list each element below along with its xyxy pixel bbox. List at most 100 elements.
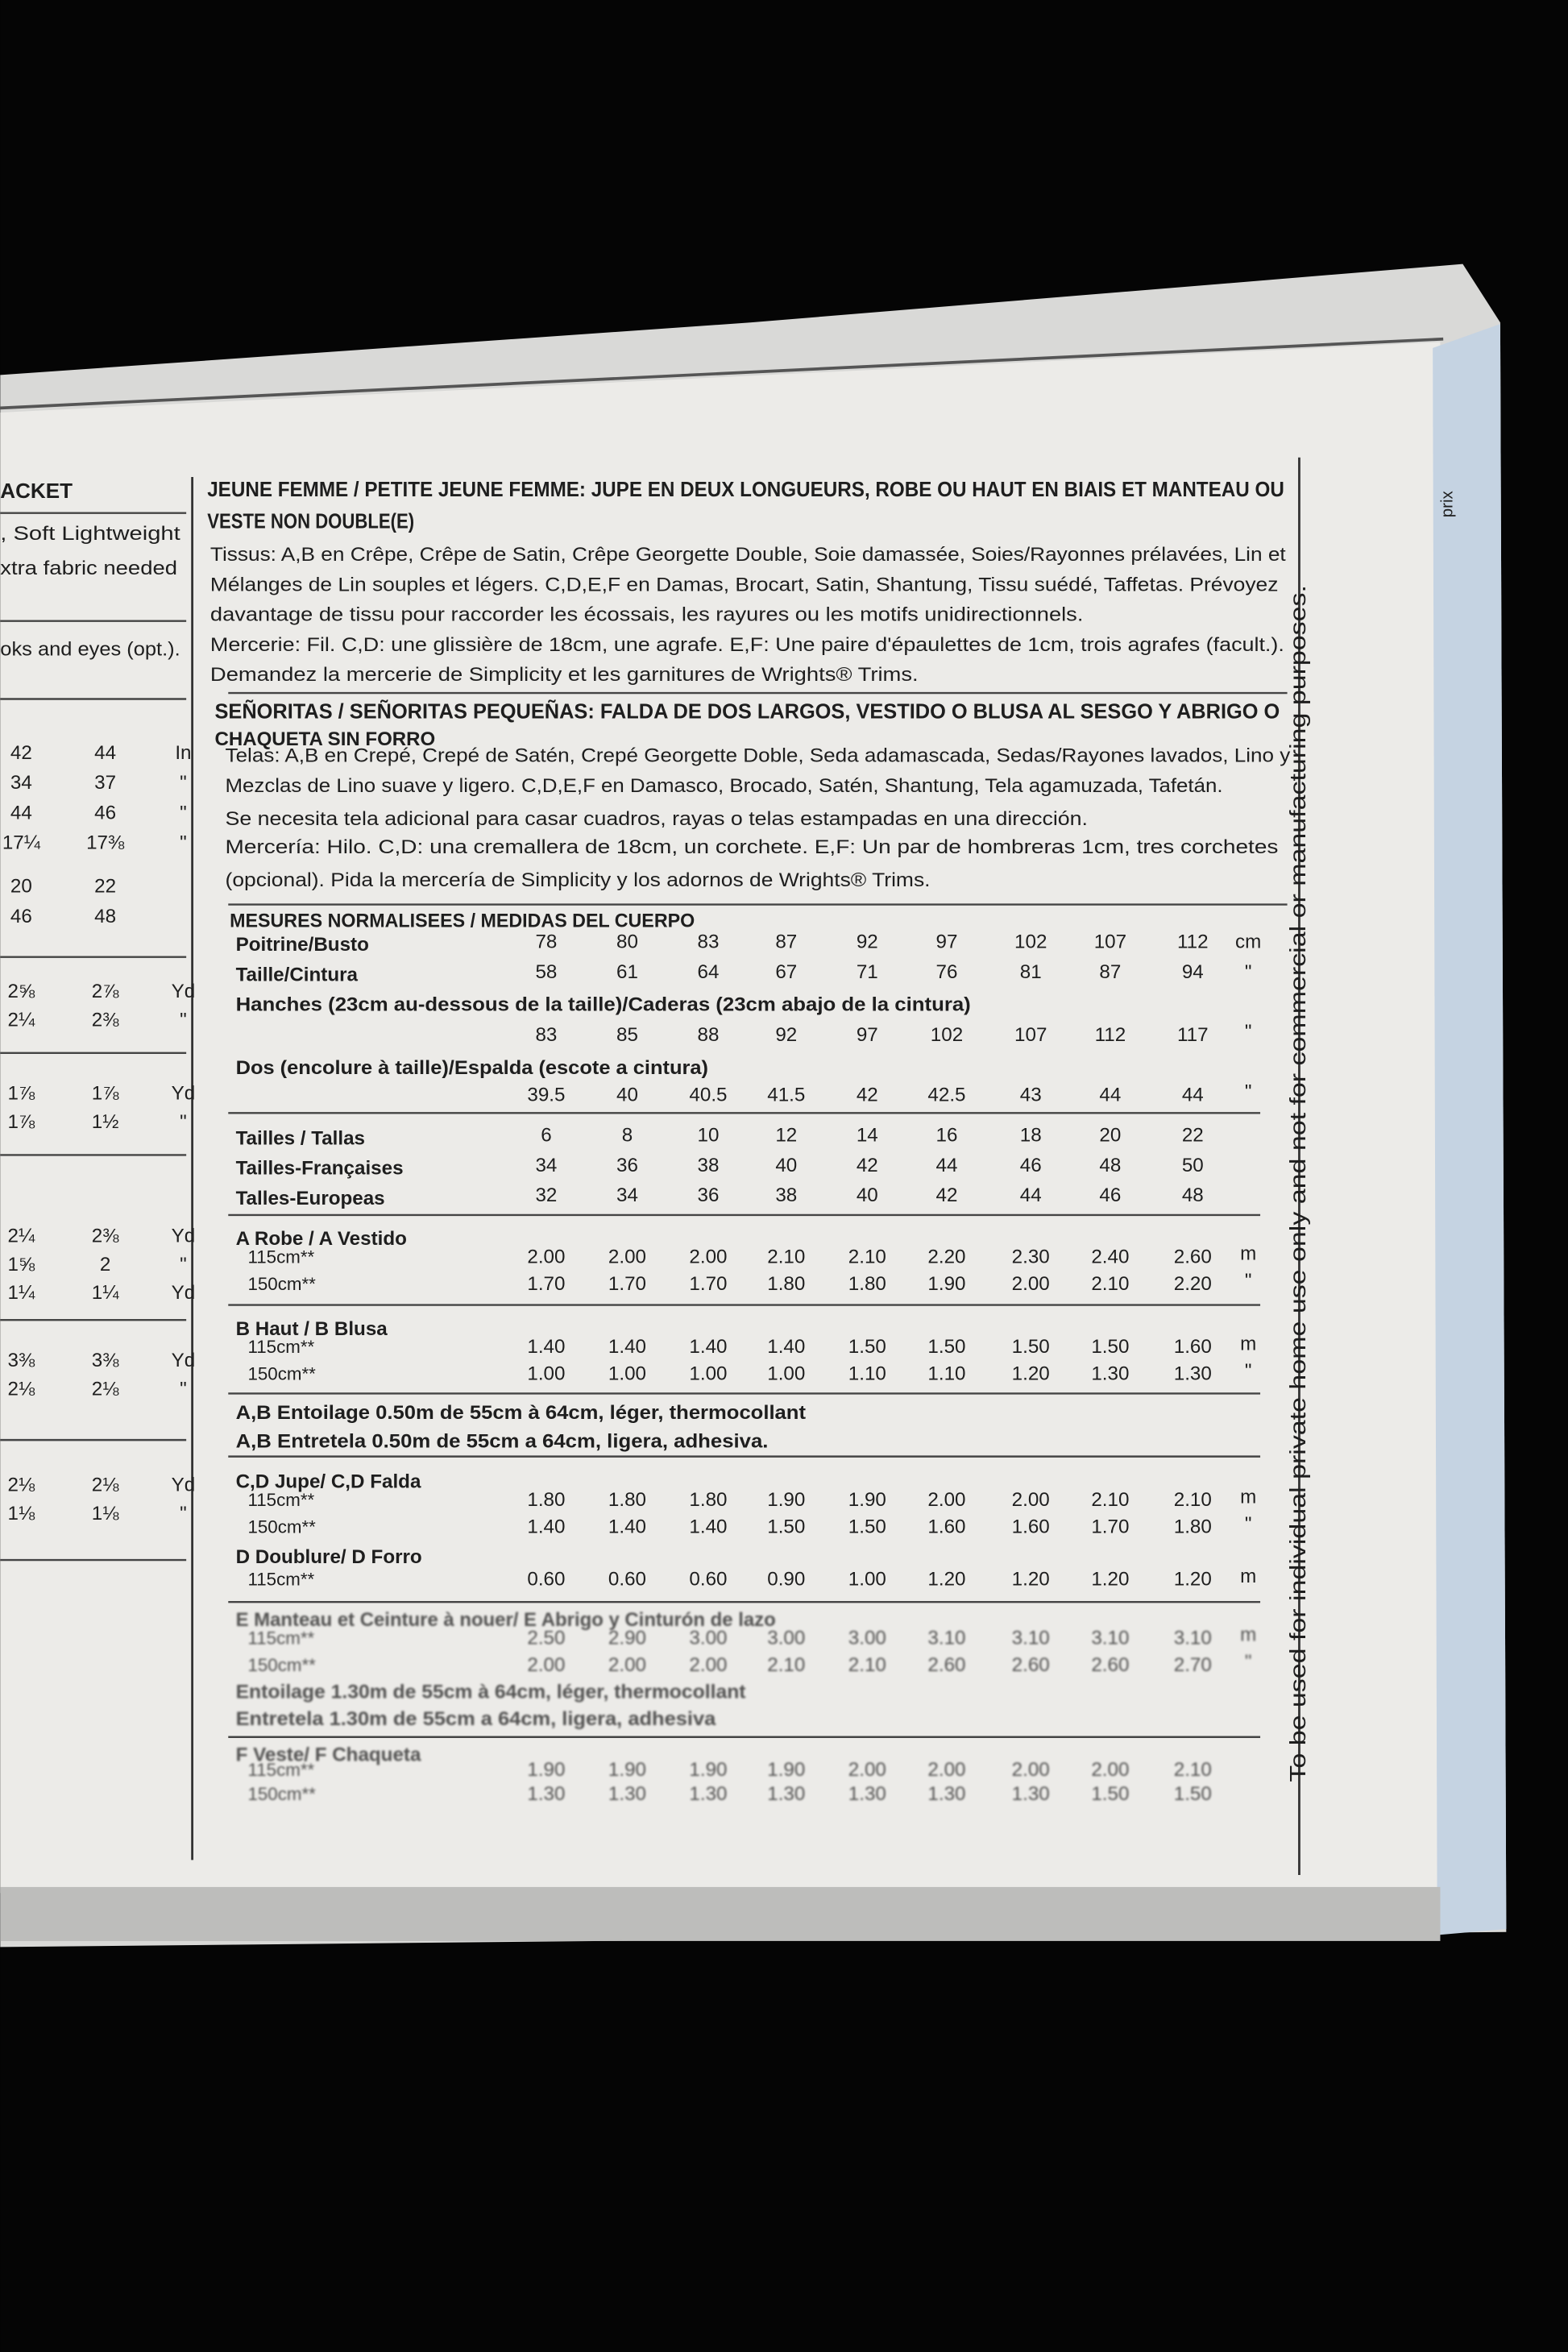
cell: 78 bbox=[535, 931, 557, 953]
left-cell: 2⅛ bbox=[8, 1474, 35, 1495]
row-label: 150cm** bbox=[247, 1274, 316, 1294]
left-cell: 44 bbox=[10, 802, 32, 823]
row-label: 115cm** bbox=[247, 1628, 314, 1648]
unit: m bbox=[1240, 1333, 1256, 1354]
left-cell: 46 bbox=[10, 906, 32, 927]
cell: 1.80 bbox=[1174, 1516, 1212, 1538]
cell: 1.30 bbox=[927, 1783, 965, 1805]
left-cell: 1⅞ bbox=[8, 1111, 35, 1133]
unit: " bbox=[1245, 1270, 1252, 1292]
row-label: 115cm** bbox=[247, 1570, 314, 1590]
unit: " bbox=[1245, 1360, 1252, 1382]
cell: 1.30 bbox=[1012, 1783, 1050, 1805]
cell: 2.00 bbox=[1012, 1489, 1050, 1511]
left-cell: " bbox=[180, 1254, 187, 1276]
row-label: 150cm** bbox=[247, 1655, 316, 1675]
cell: 2.00 bbox=[689, 1246, 727, 1267]
left-cell: 3⅜ bbox=[8, 1350, 35, 1371]
cell: 1.20 bbox=[1012, 1363, 1050, 1385]
cell: 2.10 bbox=[1174, 1489, 1212, 1511]
left-cell: 2 bbox=[100, 1254, 110, 1276]
cell: 85 bbox=[616, 1024, 638, 1046]
cell: 1.50 bbox=[1091, 1336, 1129, 1358]
cell: 2.00 bbox=[927, 1489, 965, 1511]
row-label: Taille/Cintura bbox=[236, 964, 359, 985]
cell: 44 bbox=[1182, 1084, 1204, 1105]
left-cell: " bbox=[180, 1378, 187, 1400]
unit: " bbox=[1245, 1021, 1252, 1043]
left-cell: 2¼ bbox=[8, 1009, 35, 1031]
cell: 1.50 bbox=[1174, 1783, 1212, 1805]
cell: 2.30 bbox=[1012, 1246, 1050, 1267]
left-cell: 17⅜ bbox=[86, 832, 125, 854]
cell: 18 bbox=[1020, 1125, 1042, 1147]
cell: 39.5 bbox=[527, 1084, 565, 1105]
cell: 92 bbox=[775, 1024, 797, 1046]
cell: 1.50 bbox=[927, 1336, 965, 1358]
cell: 43 bbox=[1020, 1084, 1042, 1105]
left-cell: 2⅛ bbox=[8, 1378, 35, 1400]
left-cell: 2⅛ bbox=[92, 1474, 119, 1495]
cell: 0.60 bbox=[689, 1569, 727, 1591]
cell: 1.30 bbox=[608, 1783, 646, 1805]
cell: 1.70 bbox=[1091, 1516, 1129, 1538]
cell: 112 bbox=[1177, 931, 1209, 953]
cell: 10 bbox=[698, 1125, 720, 1147]
unit: m bbox=[1240, 1243, 1256, 1265]
cell: 1.20 bbox=[1012, 1569, 1050, 1591]
row-label: 150cm** bbox=[247, 1517, 316, 1537]
cell: 97 bbox=[857, 1024, 878, 1046]
cell: 1.80 bbox=[848, 1273, 886, 1295]
row-label: Dos (encolure à taille)/Espalda (escote … bbox=[236, 1057, 708, 1079]
unit: m bbox=[1240, 1566, 1256, 1587]
cell: 3.10 bbox=[1091, 1627, 1129, 1649]
fold-edge bbox=[0, 337, 1444, 410]
cell: 3.00 bbox=[848, 1627, 886, 1649]
cell: 20 bbox=[1099, 1125, 1121, 1147]
left-cell: Yd bbox=[172, 981, 196, 1002]
left-text: , Soft Lightweight bbox=[0, 523, 180, 545]
cell: 1.90 bbox=[608, 1759, 646, 1781]
fr-heading: JEUNE FEMME / PETITE JEUNE FEMME: JUPE E… bbox=[207, 477, 1284, 501]
cell: 44 bbox=[1099, 1084, 1121, 1105]
cell: 6 bbox=[541, 1125, 551, 1147]
left-cell: 1⅝ bbox=[8, 1254, 35, 1276]
cell: 1.40 bbox=[689, 1516, 727, 1538]
cell: 1.00 bbox=[848, 1569, 886, 1591]
left-cell: 22 bbox=[94, 876, 116, 898]
row-label: 115cm** bbox=[247, 1490, 314, 1510]
cell: 2.60 bbox=[1012, 1654, 1050, 1676]
cell: 1.50 bbox=[767, 1516, 805, 1538]
cell: 0.60 bbox=[527, 1569, 565, 1591]
left-cell: 1⅞ bbox=[8, 1083, 35, 1105]
cell: 2.20 bbox=[1174, 1273, 1212, 1295]
cell: 1.40 bbox=[767, 1336, 805, 1358]
cell: 2.50 bbox=[527, 1627, 565, 1649]
cell: 1.90 bbox=[767, 1489, 805, 1511]
cell: 32 bbox=[535, 1184, 557, 1206]
row-label: 150cm** bbox=[247, 1364, 316, 1384]
cell: 61 bbox=[616, 961, 638, 983]
cell: 80 bbox=[616, 931, 638, 953]
cell: 92 bbox=[857, 931, 878, 953]
cell: 97 bbox=[936, 931, 958, 953]
left-cell: 48 bbox=[94, 906, 116, 927]
cell: 8 bbox=[622, 1125, 633, 1147]
cell: 67 bbox=[775, 961, 797, 983]
es-line: Se necesita tela adicional para casar cu… bbox=[226, 808, 1088, 830]
left-cell: Yd bbox=[172, 1225, 196, 1247]
row-label: A,B Entoilage 0.50m de 55cm à 64cm, lége… bbox=[236, 1402, 806, 1424]
cell: 107 bbox=[1094, 931, 1126, 953]
unit: " bbox=[1245, 1081, 1252, 1103]
left-cell: 17¼ bbox=[2, 832, 41, 854]
left-cell: Yd bbox=[172, 1350, 196, 1371]
cell: 1.40 bbox=[608, 1336, 646, 1358]
cell: 2.10 bbox=[1091, 1273, 1129, 1295]
cell: 1.70 bbox=[689, 1273, 727, 1295]
cell: 2.20 bbox=[927, 1246, 965, 1267]
cell: 107 bbox=[1014, 1024, 1047, 1046]
cell: 2.00 bbox=[1012, 1759, 1050, 1781]
cell: 102 bbox=[1014, 931, 1047, 953]
cell: 88 bbox=[698, 1024, 720, 1046]
left-cell: 2¼ bbox=[8, 1225, 35, 1247]
